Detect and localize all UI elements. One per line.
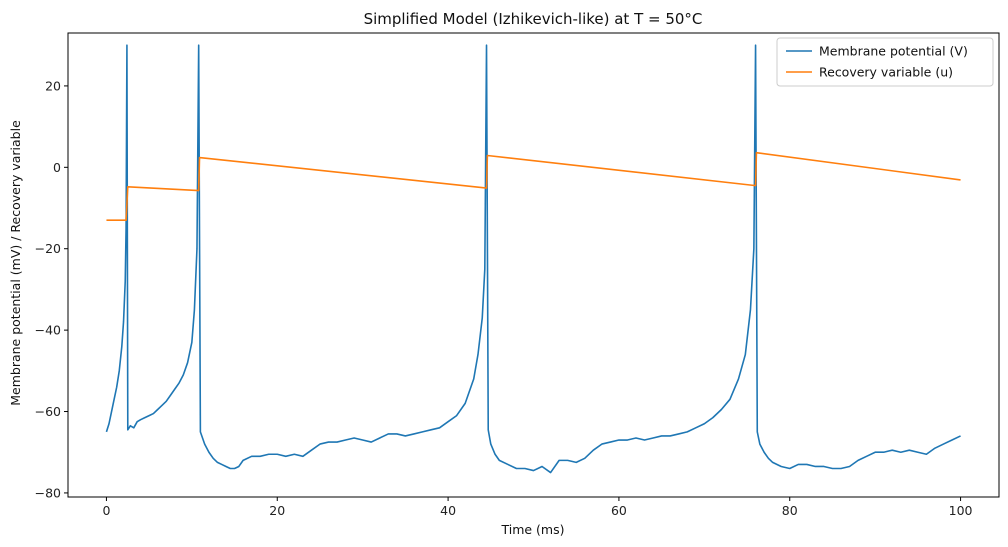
y-tick-label: −40	[35, 323, 61, 338]
y-tick-label: −80	[35, 485, 61, 500]
series-line-recovery-variable	[106, 151, 961, 222]
y-tick-label: −60	[35, 404, 61, 419]
y-tick-label: 20	[45, 78, 61, 93]
y-axis-ticks: −80 −60 −40 −20 0 20	[35, 78, 68, 500]
y-tick-label: 0	[53, 160, 61, 175]
y-tick-label: −20	[35, 241, 61, 256]
axes-frame	[67, 32, 1000, 498]
chart-title: Simplified Model (Izhikevich-like) at T …	[364, 10, 703, 28]
x-axis-ticks: 0 20 40 60 80 100	[102, 497, 973, 518]
legend-label: Recovery variable (u)	[819, 65, 953, 80]
legend-label: Membrane potential (V)	[819, 44, 968, 59]
x-tick-label: 80	[782, 503, 798, 518]
x-tick-label: 60	[611, 503, 627, 518]
legend: Membrane potential (V) Recovery variable …	[776, 37, 994, 87]
plot-area	[67, 32, 1000, 498]
x-tick-label: 40	[440, 503, 456, 518]
series-line-membrane-potential	[105, 44, 961, 474]
x-axis-label: Time (ms)	[500, 522, 564, 537]
x-tick-label: 0	[102, 503, 110, 518]
x-tick-label: 100	[949, 503, 973, 518]
y-axis-label: Membrane potential (mV) / Recovery varia…	[8, 120, 23, 406]
x-tick-label: 20	[269, 503, 285, 518]
series-group	[105, 44, 961, 474]
legend-box	[776, 37, 994, 87]
